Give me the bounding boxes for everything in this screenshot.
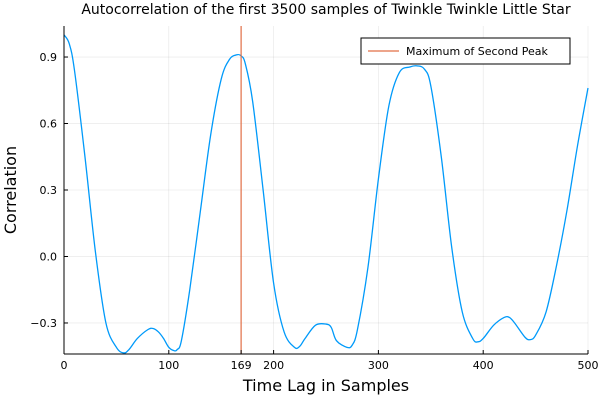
- x-tick-label: 200: [263, 359, 284, 372]
- y-tick-label: −0.3: [30, 317, 57, 330]
- autocorrelation-series-line: [63, 34, 589, 354]
- y-tick-label: 0.6: [40, 118, 58, 131]
- y-tick-label: 0.3: [40, 184, 58, 197]
- x-tick-label: 300: [368, 359, 389, 372]
- y-tick-label: 0.0: [40, 250, 58, 263]
- x-tick-label: 169: [231, 359, 252, 372]
- legend-label-maximum-of-second-peak: Maximum of Second Peak: [406, 45, 549, 58]
- x-tick-label: 400: [473, 359, 494, 372]
- x-axis-label: Time Lag in Samples: [242, 376, 409, 395]
- y-tick-label: 0.9: [40, 51, 58, 64]
- x-tick-label: 100: [158, 359, 179, 372]
- y-axis-label: Correlation: [1, 146, 20, 234]
- chart-title: Autocorrelation of the first 3500 sample…: [81, 2, 571, 18]
- x-tick-label: 0: [61, 359, 68, 372]
- series-layer: [63, 26, 589, 354]
- x-tick-label: 500: [578, 359, 599, 372]
- legend: Maximum of Second Peak: [360, 37, 571, 65]
- axes: 0 100 169 200 300 400 500 −0.3 0.0 0.3 0.6 0.9: [30, 26, 599, 372]
- grid-lines: [63, 26, 589, 354]
